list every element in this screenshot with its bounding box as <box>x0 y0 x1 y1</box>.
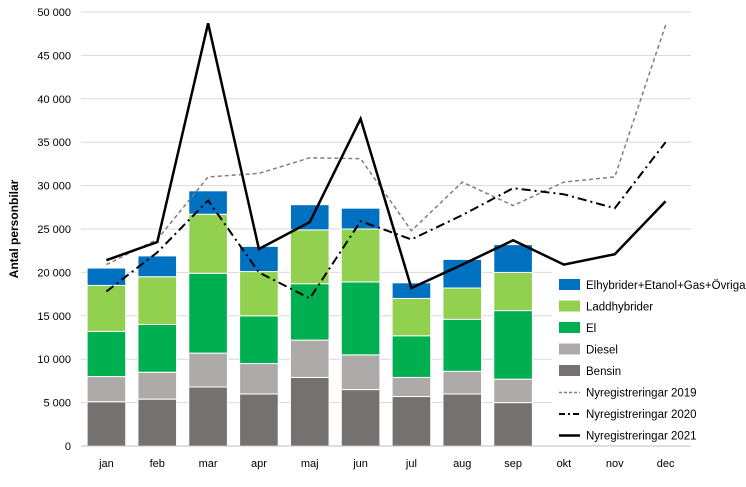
x-tick-label: mar <box>199 458 218 470</box>
bar-elhybrider-etanol-gas-övriga-maj <box>289 204 330 231</box>
y-tick-label: 20 000 <box>37 267 71 279</box>
bar-el-maj <box>289 283 330 341</box>
bar-elhybrider-etanol-gas-övriga-feb <box>137 255 178 278</box>
y-tick-label: 0 <box>65 441 71 453</box>
bar-diesel-apr <box>239 363 279 395</box>
bar-elhybrider-etanol-gas-övriga-jan <box>86 267 127 286</box>
y-tick-label: 50 000 <box>37 7 71 19</box>
legend-swatch <box>559 300 580 312</box>
y-tick-label: 5 000 <box>43 398 71 410</box>
bar-laddhybrider-jun <box>340 228 381 283</box>
x-tick-label: aug <box>453 458 471 470</box>
x-tick-label: maj <box>301 458 319 470</box>
bar-el-jun <box>340 281 381 356</box>
bar-laddhybrider-sep <box>493 271 533 312</box>
bar-el-mar <box>188 272 228 354</box>
bar-el-sep <box>493 310 533 380</box>
line-nyregistreringar-2020 <box>105 141 667 300</box>
y-tick-label: 35 000 <box>37 137 71 149</box>
legend-label: El <box>586 323 596 335</box>
x-tick-label: okt <box>557 458 572 470</box>
legend-label: Nyregistreringar 2020 <box>586 409 697 421</box>
bar-bensin-feb <box>137 398 178 447</box>
bar-elhybrider-etanol-gas-övriga-mar <box>188 190 228 215</box>
legend-swatch <box>559 322 580 333</box>
bar-el-feb <box>137 323 178 373</box>
bar-bensin-maj <box>289 376 330 447</box>
bar-diesel-feb <box>137 371 178 400</box>
bar-el-apr <box>239 315 279 365</box>
x-tick-label: feb <box>150 458 165 470</box>
bar-diesel-sep <box>493 378 533 404</box>
legend-swatch <box>559 365 580 376</box>
legend-label: Nyregistreringar 2019 <box>586 388 697 400</box>
bar-laddhybrider-apr <box>239 271 279 317</box>
bar-laddhybrider-jul <box>391 297 432 337</box>
legend-label: Diesel <box>586 345 618 357</box>
bar-diesel-jan <box>86 376 127 403</box>
x-axis-ticks: jan feb mar apr maj jun jul aug sep okt nov dec <box>98 458 675 470</box>
gridlines <box>81 11 691 404</box>
line-nyregistreringar-2019 <box>106 24 667 266</box>
bar-bensin-mar <box>188 386 228 447</box>
x-tick-label: nov <box>606 458 624 470</box>
legend-label: Bensin <box>586 366 621 378</box>
bar-diesel-jun <box>340 354 381 391</box>
legend-label: Laddhybrider <box>586 302 653 314</box>
bar-laddhybrider-mar <box>188 213 228 274</box>
y-tick-label: 10 000 <box>37 354 71 366</box>
trend-lines <box>105 23 667 300</box>
y-tick-label: 25 000 <box>37 224 71 236</box>
stacked-bars <box>86 190 533 447</box>
legend: Elhybrider+Etanol+Gas+Övriga Laddhybrider… <box>552 270 746 443</box>
bar-el-jul <box>391 335 432 378</box>
x-tick-label: apr <box>251 458 267 470</box>
bar-bensin-aug <box>442 393 483 447</box>
bar-el-jan <box>86 330 127 378</box>
y-tick-label: 30 000 <box>37 181 71 193</box>
bar-bensin-jun <box>340 389 381 447</box>
legend-swatch <box>559 279 580 290</box>
y-tick-label: 15 000 <box>37 311 71 323</box>
y-tick-label: 45 000 <box>37 50 71 62</box>
bar-bensin-apr <box>239 393 279 447</box>
legend-swatch <box>559 343 580 355</box>
x-tick-label: jun <box>352 458 368 470</box>
x-tick-label: sep <box>504 458 522 470</box>
bar-diesel-jul <box>391 376 432 398</box>
bar-bensin-sep <box>493 402 533 447</box>
bar-diesel-maj <box>289 339 330 378</box>
bar-laddhybrider-feb <box>137 276 178 325</box>
bar-laddhybrider-maj <box>289 229 330 285</box>
legend-label: Nyregistreringar 2021 <box>586 431 697 443</box>
bar-diesel-mar <box>188 352 228 388</box>
bar-el-aug <box>442 318 483 372</box>
y-tick-label: 40 000 <box>37 94 71 106</box>
line-nyregistreringar-2021 <box>105 23 667 290</box>
bar-laddhybrider-jan <box>86 284 127 332</box>
bar-diesel-aug <box>442 370 483 395</box>
bar-bensin-jan <box>86 401 127 447</box>
x-tick-label: jan <box>98 458 114 470</box>
legend-label: Elhybrider+Etanol+Gas+Övriga <box>586 280 746 292</box>
y-axis-ticks: 0 5 000 10 000 15 000 20 000 25 000 30 000 35 0… <box>37 7 71 453</box>
x-tick-label: dec <box>657 458 675 470</box>
bar-bensin-jul <box>391 396 432 447</box>
bar-elhybrider-etanol-gas-övriga-jul <box>391 282 432 299</box>
y-axis-label: Antal personbilar <box>7 179 21 278</box>
bar-elhybrider-etanol-gas-övriga-sep <box>493 244 533 273</box>
bar-laddhybrider-aug <box>442 287 483 320</box>
x-tick-label: jul <box>405 458 417 470</box>
